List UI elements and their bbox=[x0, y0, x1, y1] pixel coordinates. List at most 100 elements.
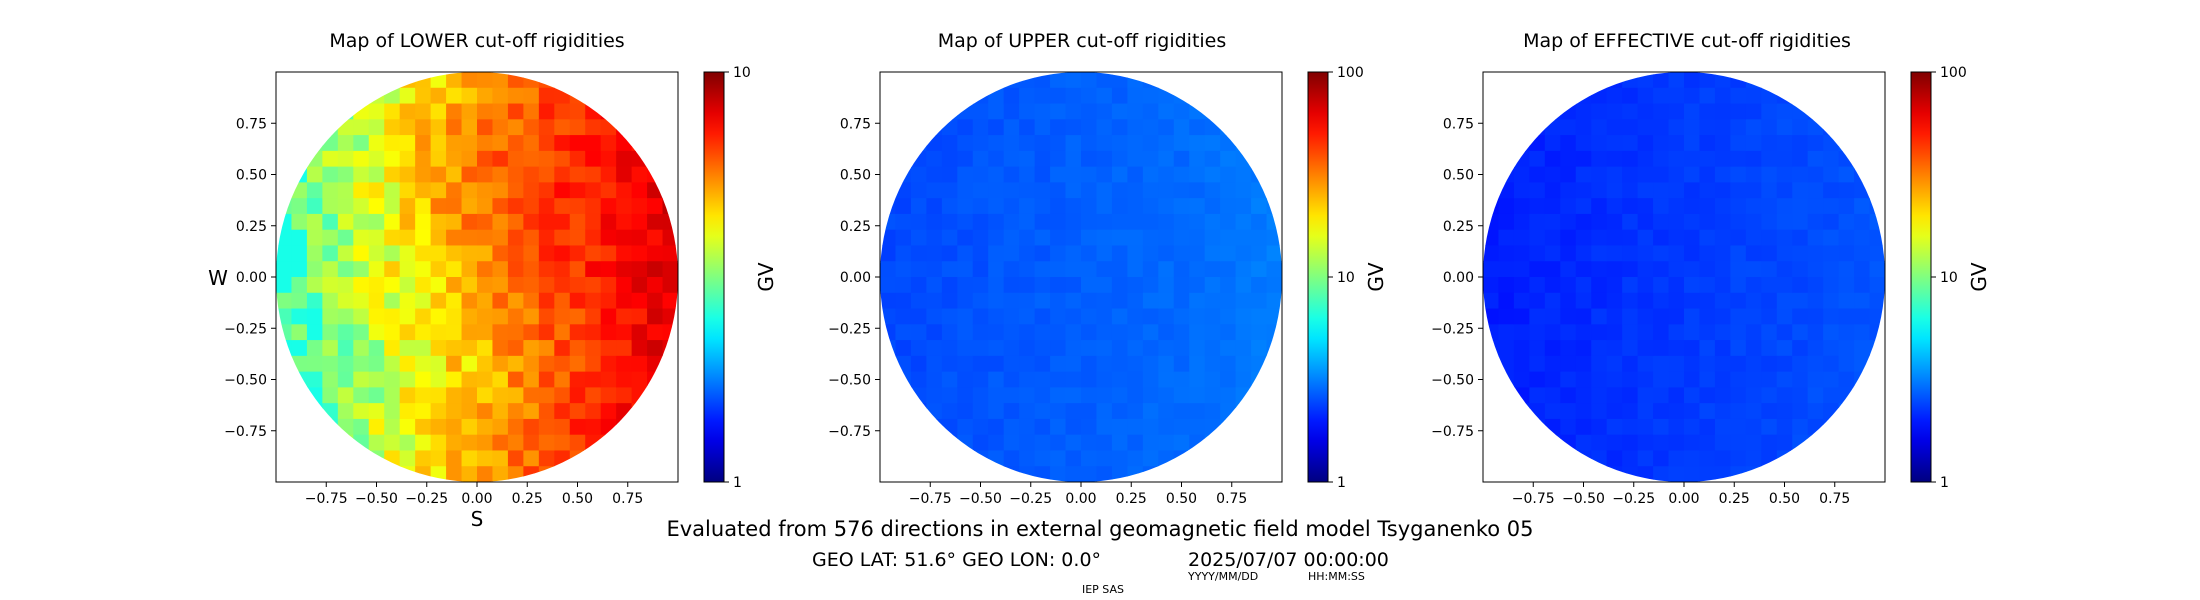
heatmap-cell bbox=[291, 166, 308, 183]
heatmap-cell bbox=[1668, 119, 1685, 136]
heatmap-cell bbox=[1204, 119, 1221, 136]
heatmap-cell bbox=[1235, 292, 1252, 310]
heatmap-cell bbox=[1637, 324, 1654, 341]
heatmap-cell bbox=[1096, 308, 1113, 325]
heatmap-cell bbox=[1065, 450, 1082, 467]
heatmap-cell bbox=[1699, 450, 1716, 467]
heatmap-cell bbox=[1684, 292, 1701, 310]
heatmap-cell bbox=[1544, 198, 1561, 215]
heatmap-cell bbox=[1251, 261, 1268, 278]
heatmap-cell bbox=[538, 434, 555, 452]
heatmap-cell bbox=[322, 166, 339, 183]
heatmap-cell bbox=[1204, 277, 1221, 294]
heatmap-cell bbox=[477, 340, 494, 357]
heatmap-cell bbox=[941, 213, 958, 231]
heatmap-cell bbox=[926, 119, 943, 136]
heatmap-cell bbox=[523, 355, 540, 373]
heatmap-cell bbox=[1792, 292, 1809, 310]
heatmap-cell bbox=[1081, 72, 1098, 89]
heatmap-cell bbox=[1714, 418, 1731, 436]
heatmap-cell bbox=[1668, 371, 1685, 388]
heatmap-cell bbox=[1142, 103, 1159, 120]
heatmap-cell bbox=[276, 198, 293, 215]
x-tick-label: 0.00 bbox=[1065, 491, 1096, 507]
heatmap-cell bbox=[492, 135, 509, 152]
heatmap-cell bbox=[1730, 340, 1747, 357]
heatmap-cell bbox=[585, 245, 602, 262]
y-tick-label: −0.75 bbox=[1431, 424, 1474, 440]
heatmap-cell bbox=[415, 418, 432, 436]
heatmap-cell bbox=[1189, 387, 1206, 404]
geo-coordinates: GEO LAT: 51.6° GEO LON: 0.0° bbox=[812, 549, 1101, 571]
heatmap-cell bbox=[1081, 387, 1098, 404]
heatmap-cell bbox=[1730, 135, 1747, 152]
heatmap-cell bbox=[1081, 308, 1098, 325]
heatmap-cell bbox=[477, 387, 494, 404]
heatmap-cell bbox=[631, 150, 648, 168]
heatmap-cell bbox=[1251, 198, 1268, 215]
heatmap-cell bbox=[492, 340, 509, 357]
heatmap-cell bbox=[1127, 418, 1144, 436]
heatmap-cell bbox=[585, 434, 602, 452]
heatmap-cell bbox=[538, 292, 555, 310]
heatmap-cell bbox=[337, 229, 354, 247]
heatmap-cell bbox=[399, 355, 416, 373]
heatmap-cell bbox=[1591, 418, 1608, 436]
heatmap-cell bbox=[1498, 324, 1515, 341]
heatmap-cell bbox=[1065, 340, 1082, 357]
heatmap-cell bbox=[415, 450, 432, 467]
heatmap-cell bbox=[957, 340, 974, 357]
heatmap-cell bbox=[276, 292, 293, 310]
heatmap-cell bbox=[1158, 87, 1175, 105]
heatmap-cell bbox=[1792, 308, 1809, 325]
heatmap-cell bbox=[941, 135, 958, 152]
heatmap-cell bbox=[1730, 450, 1747, 467]
heatmap-cell bbox=[1003, 87, 1020, 105]
heatmap-cell bbox=[507, 103, 524, 120]
heatmap-cell bbox=[1235, 166, 1252, 183]
heatmap-cell bbox=[1606, 150, 1623, 168]
heatmap-cell bbox=[895, 166, 912, 183]
heatmap-cell bbox=[662, 277, 678, 294]
heatmap-cell bbox=[1575, 387, 1592, 404]
colorbar-tick-label: 100 bbox=[1940, 65, 1967, 81]
heatmap-cell bbox=[1111, 72, 1128, 89]
heatmap-cell bbox=[1544, 418, 1561, 436]
heatmap-cell bbox=[1034, 119, 1051, 136]
heatmap-cell bbox=[322, 198, 339, 215]
heatmap-cell bbox=[1065, 466, 1082, 482]
heatmap-cell bbox=[1606, 418, 1623, 436]
heatmap-cell bbox=[600, 198, 617, 215]
heatmap-cell bbox=[926, 292, 943, 310]
heatmap-cell bbox=[1792, 135, 1809, 152]
heatmap-cell bbox=[1513, 355, 1530, 373]
heatmap-cell bbox=[1096, 371, 1113, 388]
heatmap-cell bbox=[322, 135, 339, 152]
heatmap-cell bbox=[1127, 261, 1144, 278]
heatmap-cell bbox=[492, 450, 509, 467]
heatmap-cell bbox=[1513, 324, 1530, 341]
heatmap-cell bbox=[1575, 277, 1592, 294]
heatmap-cell bbox=[600, 324, 617, 341]
heatmap-cell bbox=[1142, 182, 1159, 199]
heatmap-cell bbox=[895, 340, 912, 357]
heatmap-cell bbox=[926, 340, 943, 357]
heatmap-cell bbox=[616, 166, 633, 183]
heatmap-cell bbox=[1606, 245, 1623, 262]
heatmap-cell bbox=[507, 245, 524, 262]
heatmap-cell bbox=[492, 324, 509, 341]
heatmap-cell bbox=[322, 261, 339, 278]
heatmap-cell bbox=[972, 371, 989, 388]
heatmap-cell bbox=[1220, 135, 1237, 152]
heatmap-cell bbox=[1606, 277, 1623, 294]
heatmap-cell bbox=[1745, 166, 1762, 183]
heatmap-cell bbox=[600, 150, 617, 168]
heatmap-cell bbox=[306, 261, 323, 278]
x-tick-label: −0.75 bbox=[305, 491, 348, 507]
heatmap-cell bbox=[1622, 308, 1639, 325]
heatmap-cell bbox=[1761, 119, 1778, 136]
date-format-hint: YYYY/MM/DD bbox=[1187, 570, 1258, 583]
heatmap-cell bbox=[1575, 434, 1592, 452]
heatmap-cell bbox=[523, 450, 540, 467]
